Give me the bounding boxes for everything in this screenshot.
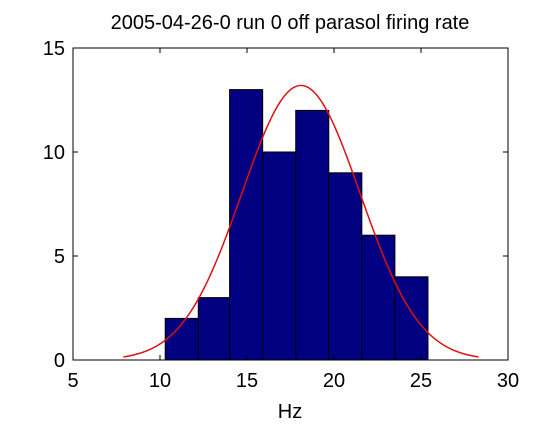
x-tick-label-15: 15 [236,370,258,392]
x-axis-label: Hz [278,401,302,420]
gaussian-fit-curve [123,84,479,358]
y-tick-label-0: 0 [54,350,65,372]
histogram-bar-2 [197,297,231,361]
histogram-bar-4 [262,151,297,361]
histogram-bar-8 [394,276,429,361]
x-tick-label-10: 10 [149,370,171,392]
histogram-bar-1 [164,317,199,361]
y-tick-label-15: 15 [43,38,65,60]
x-tick-label-5: 5 [67,370,78,392]
chart-title: 2005-04-26-0 run 0 off parasol firing ra… [111,12,470,34]
y-tick-label-5: 5 [54,246,65,268]
y-tick-label-10: 10 [43,142,65,164]
ticks-layer [72,47,509,361]
bars-layer [164,89,429,361]
histogram-bar-7 [361,234,396,361]
axes-box [72,47,509,361]
x-tick-label-25: 25 [410,370,432,392]
x-tick-label-30: 30 [497,370,519,392]
x-tick-label-20: 20 [323,370,345,392]
histogram-bar-3 [229,89,264,361]
histogram-bar-6 [328,172,363,361]
fit-curve-layer [123,84,479,358]
histogram-bar-5 [295,109,330,361]
